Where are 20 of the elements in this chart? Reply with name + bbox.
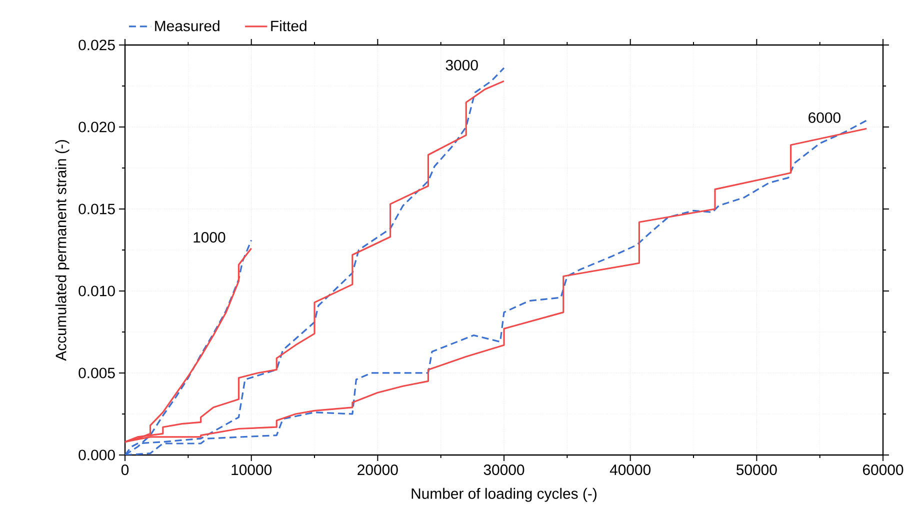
y-tick-label: 0.015 xyxy=(78,204,115,214)
x-tick-label: 20000 xyxy=(358,464,398,476)
legend-label: Fitted xyxy=(271,20,306,32)
y-tick-label: 0.020 xyxy=(78,122,115,132)
y-tick-label: 0.010 xyxy=(78,286,115,296)
x-tick-label: 40000 xyxy=(610,464,651,476)
y-tick-label: 0.005 xyxy=(78,368,115,378)
x-tick-label: 60000 xyxy=(862,464,904,476)
y-tick-label: 0.025 xyxy=(78,40,115,50)
annotation: 1000 xyxy=(194,232,226,243)
y-tick-label: 0.000 xyxy=(78,450,115,460)
y-axis-title: Accumulated permanent strain (-) xyxy=(55,140,70,361)
x-tick-label: 30000 xyxy=(484,464,524,476)
x-axis-title: Number of loading cycles (-) xyxy=(412,488,596,502)
x-tick-label: 0 xyxy=(121,464,129,476)
annotation: 3000 xyxy=(446,60,478,70)
legend-label: Measured xyxy=(155,20,220,32)
x-tick-label: 10000 xyxy=(232,464,272,476)
annotation: 6000 xyxy=(808,112,840,123)
x-tick-label: 50000 xyxy=(736,464,777,476)
